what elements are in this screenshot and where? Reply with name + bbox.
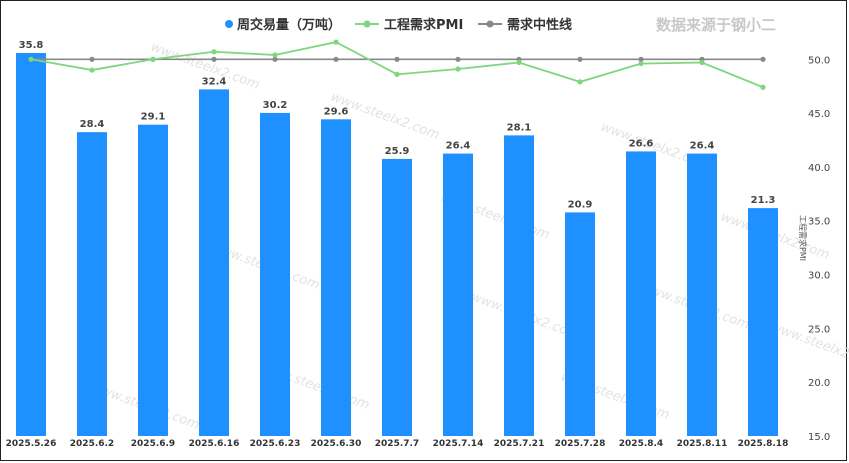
y-tick-3: 35.0	[808, 217, 830, 228]
y-tick-2: 40.0	[808, 163, 830, 174]
bar-label-9: 20.9	[568, 199, 593, 210]
bar-12	[748, 208, 778, 436]
legend-neutral-marker	[486, 20, 494, 28]
neutral-point-9	[577, 56, 583, 62]
x-tick-5: 2025.6.30	[311, 439, 362, 449]
pmi-point-12	[760, 84, 766, 90]
y-tick-4: 30.0	[808, 271, 830, 282]
x-tick-9: 2025.7.28	[555, 439, 606, 449]
pmi-point-0	[28, 56, 34, 62]
x-tick-1: 2025.6.2	[70, 439, 114, 449]
x-tick-8: 2025.7.21	[494, 439, 545, 449]
pmi-point-11	[699, 59, 705, 66]
pmi-point-8	[516, 59, 522, 66]
bar-4	[260, 112, 290, 436]
bar-2	[138, 124, 168, 436]
pmi-point-2	[150, 56, 156, 62]
pmi-point-10	[638, 60, 644, 67]
pmi-point-6	[394, 71, 400, 77]
legend-bar-label: 周交易量（万吨）	[237, 17, 341, 33]
line-pmi	[30, 41, 764, 89]
bar-label-11: 26.4	[690, 141, 715, 152]
pmi-point-1	[89, 67, 95, 73]
bar-10	[626, 151, 656, 437]
right-y-axis: 50.0 45.0 40.0 35.0 30.0 25.0 20.0 15.0	[808, 55, 830, 443]
bar-5	[321, 119, 351, 437]
pmi-point-5	[333, 39, 339, 45]
bar-label-8: 28.1	[507, 122, 532, 133]
bar-label-6: 25.9	[385, 146, 410, 157]
x-axis: 2025.5.26 2025.6.2 2025.6.9 2025.6.16 2025.6…	[6, 439, 789, 449]
y-tick-1: 45.0	[808, 109, 830, 120]
x-tick-12: 2025.8.18	[738, 439, 789, 449]
neutral-point-3	[211, 56, 217, 62]
bar-label-12: 21.3	[751, 195, 776, 206]
neutral-point-4	[272, 56, 278, 62]
x-tick-3: 2025.6.16	[189, 439, 240, 449]
bar-label-1: 28.4	[80, 119, 105, 130]
neutral-point-10	[638, 56, 644, 62]
bar-label-10: 26.6	[629, 138, 654, 149]
neutral-point-12	[760, 56, 766, 62]
bar-label-0: 35.8	[19, 40, 44, 51]
bar-9	[565, 212, 595, 436]
bar-series: 35.8 28.4 29.1 32.4 30.2 29.6 25.9 26.4 28.1 20.9…	[16, 40, 778, 437]
x-tick-7: 2025.7.14	[433, 439, 484, 449]
y-tick-6: 20.0	[808, 378, 830, 389]
pmi-point-4	[272, 52, 278, 58]
bar-8	[504, 135, 534, 437]
y-tick-7: 15.0	[808, 432, 830, 443]
pmi-point-9	[577, 79, 583, 85]
neutral-point-6	[394, 56, 400, 62]
legend-neutral-label: 需求中性线	[507, 17, 572, 33]
legend: 周交易量（万吨） 工程需求PMI 需求中性线	[225, 17, 572, 33]
bar-3	[199, 89, 229, 436]
y-tick-5: 25.0	[808, 324, 830, 335]
neutral-point-1	[89, 56, 95, 62]
line-series	[28, 39, 766, 90]
pmi-point-7	[455, 66, 461, 72]
bar-6	[382, 158, 412, 437]
bar-label-3: 32.4	[202, 76, 227, 87]
legend-bar-marker	[225, 20, 233, 28]
right-y-axis-title: 工程需求PMI	[798, 215, 808, 261]
neutral-point-5	[333, 56, 339, 62]
bar-7	[443, 153, 473, 436]
bar-label-5: 29.6	[324, 106, 349, 117]
bar-0	[16, 53, 46, 436]
x-tick-11: 2025.8.11	[677, 439, 728, 449]
data-source-watermark: 数据来源于钢小二	[656, 16, 776, 34]
x-tick-4: 2025.6.23	[250, 439, 301, 449]
neutral-point-7	[455, 56, 461, 62]
x-tick-10: 2025.8.4	[619, 439, 663, 449]
legend-pmi-label: 工程需求PMI	[384, 17, 463, 33]
x-tick-6: 2025.7.7	[375, 439, 419, 449]
bar-1	[77, 132, 107, 436]
bar-11	[687, 153, 717, 436]
bar-label-2: 29.1	[141, 112, 166, 123]
bar-label-7: 26.4	[446, 141, 471, 152]
x-tick-2: 2025.6.9	[131, 439, 175, 449]
x-tick-0: 2025.5.26	[6, 439, 57, 449]
y-tick-0: 50.0	[808, 55, 830, 66]
bar-label-4: 30.2	[263, 100, 288, 111]
pmi-point-3	[211, 49, 217, 55]
legend-pmi-marker	[363, 20, 371, 28]
